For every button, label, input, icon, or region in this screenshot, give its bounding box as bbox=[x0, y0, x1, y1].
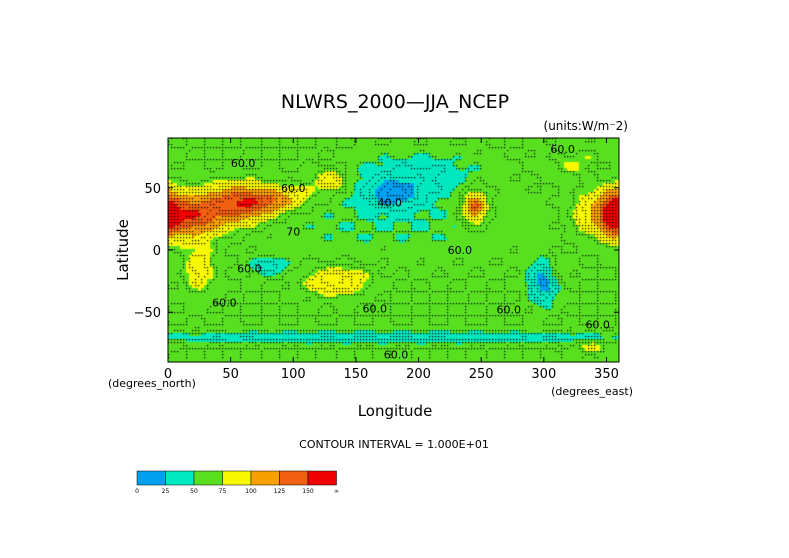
colorbar-label: ∞ bbox=[334, 488, 339, 495]
heatmap-field bbox=[168, 138, 619, 362]
colorbar-label: 0 bbox=[135, 488, 139, 495]
x-tick-label: 300 bbox=[531, 367, 556, 382]
contour-label: 60.0 bbox=[550, 143, 575, 156]
contour-label: 60.0 bbox=[362, 302, 387, 315]
y-tick-label: −50 bbox=[134, 306, 161, 321]
x-tick-label: 200 bbox=[406, 367, 431, 382]
plot-area: 60.0 60.0 40.0 70 60.0 60.0 60.0 60.0 60.0 60.0 60… bbox=[167, 137, 620, 363]
colorbar-label: 75 bbox=[219, 488, 227, 495]
contour-label: 70 bbox=[286, 225, 300, 238]
contour-label: 60.0 bbox=[384, 349, 409, 362]
x-tick-label: 0 bbox=[164, 367, 172, 382]
y-tick-label: 0 bbox=[153, 244, 161, 259]
colorbar-swatch bbox=[222, 470, 252, 486]
colorbar-label: 25 bbox=[162, 488, 170, 495]
colorbar-swatch bbox=[279, 470, 309, 486]
colorbar-swatch bbox=[136, 470, 166, 486]
axis-ticks: 0 50 100 150 200 250 300 350 −50 0 50 bbox=[134, 138, 619, 382]
colorbar-label: 125 bbox=[274, 488, 286, 495]
colorbar-swatch bbox=[250, 470, 280, 486]
colorbar-swatch bbox=[193, 470, 223, 486]
colorbar: 0 25 50 75 100 125 150 ∞ bbox=[135, 470, 339, 495]
x-tick-label: 100 bbox=[281, 367, 306, 382]
contour-label: 60.0 bbox=[231, 157, 256, 170]
x-tick-label: 250 bbox=[469, 367, 494, 382]
x-axis-units: (degrees_east) bbox=[551, 385, 633, 398]
x-tick-label: 150 bbox=[344, 367, 369, 382]
chart-title: NLWRS_2000—JJA_NCEP bbox=[281, 91, 509, 113]
contour-interval-text: CONTOUR INTERVAL = 1.000E+01 bbox=[299, 438, 489, 451]
y-tick-label: 50 bbox=[144, 182, 161, 197]
y-axis-units: (degrees_north) bbox=[108, 377, 196, 390]
contour-label: 60.0 bbox=[212, 296, 237, 309]
x-tick-label: 50 bbox=[222, 367, 239, 382]
colorbar-label: 100 bbox=[245, 488, 257, 495]
contour-label: 60.0 bbox=[281, 182, 306, 195]
contour-label: 40.0 bbox=[377, 197, 402, 210]
colorbar-label: 50 bbox=[190, 488, 198, 495]
colorbar-label: 150 bbox=[302, 488, 314, 495]
units-label: (units:W/m⁻2) bbox=[544, 119, 628, 133]
contour-label: 60.0 bbox=[497, 304, 522, 317]
colorbar-swatch bbox=[165, 470, 195, 486]
colorbar-swatch bbox=[307, 470, 337, 486]
contour-label: 60.0 bbox=[237, 263, 262, 276]
contour-label: 60.0 bbox=[448, 244, 473, 257]
x-tick-label: 350 bbox=[594, 367, 619, 382]
x-axis-label: Longitude bbox=[358, 402, 433, 420]
contour-label: 60.0 bbox=[585, 319, 610, 332]
y-axis-label: Latitude bbox=[114, 219, 132, 281]
